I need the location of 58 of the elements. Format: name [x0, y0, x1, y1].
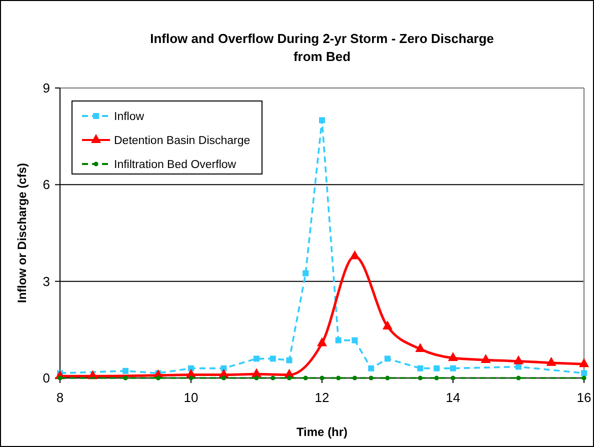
x-tick-label: 14	[446, 390, 460, 405]
point	[368, 365, 374, 372]
point	[320, 376, 324, 380]
point	[582, 376, 586, 380]
point	[221, 376, 226, 380]
chart-title: Inflow and Overflow During 2-yr Storm - Zero Discharge from Bed	[150, 31, 494, 64]
point	[514, 355, 524, 364]
legend-label: Infiltration Bed Overflow	[114, 159, 237, 172]
point	[319, 117, 325, 124]
point	[418, 376, 423, 380]
point	[450, 365, 456, 372]
point	[188, 376, 194, 380]
point	[303, 376, 308, 380]
y-tick-label: 9	[42, 80, 50, 96]
point	[434, 376, 439, 380]
point	[516, 364, 522, 370]
point	[415, 343, 426, 352]
point	[270, 356, 276, 362]
point	[123, 376, 128, 380]
y-tick-label: 6	[42, 177, 50, 192]
point	[384, 356, 390, 362]
point	[450, 376, 456, 380]
point	[368, 376, 374, 380]
point	[448, 352, 458, 362]
x-tick-label: 16	[576, 390, 592, 405]
point	[352, 376, 358, 380]
point	[254, 376, 259, 380]
point	[335, 337, 342, 344]
point	[352, 337, 358, 344]
point	[302, 270, 309, 276]
point	[434, 365, 440, 372]
point	[286, 376, 292, 380]
point	[336, 376, 341, 380]
y-tick-label: 3	[42, 274, 50, 289]
x-tick-label: 10	[184, 390, 198, 405]
point	[317, 337, 327, 346]
point	[581, 370, 587, 376]
point	[270, 376, 276, 380]
point	[122, 368, 128, 374]
point	[417, 365, 424, 372]
point	[382, 320, 392, 330]
point	[350, 250, 360, 260]
point	[480, 354, 491, 363]
point	[254, 356, 260, 362]
point	[286, 357, 292, 364]
x-tick-label: 8	[56, 390, 64, 405]
x-axis-title: Time (hr)	[296, 425, 348, 439]
point	[516, 376, 521, 380]
y-axis-title: Inflow or Discharge (cfs)	[15, 162, 29, 304]
legend-label: Inflow	[114, 111, 145, 124]
point	[58, 376, 62, 380]
point	[156, 376, 161, 380]
point	[579, 358, 589, 368]
y-tick-label: 0	[42, 370, 50, 386]
point	[546, 356, 556, 366]
point	[385, 376, 390, 380]
x-tick-label: 12	[314, 390, 330, 405]
legend-label: Detention Basin Discharge	[114, 135, 250, 148]
